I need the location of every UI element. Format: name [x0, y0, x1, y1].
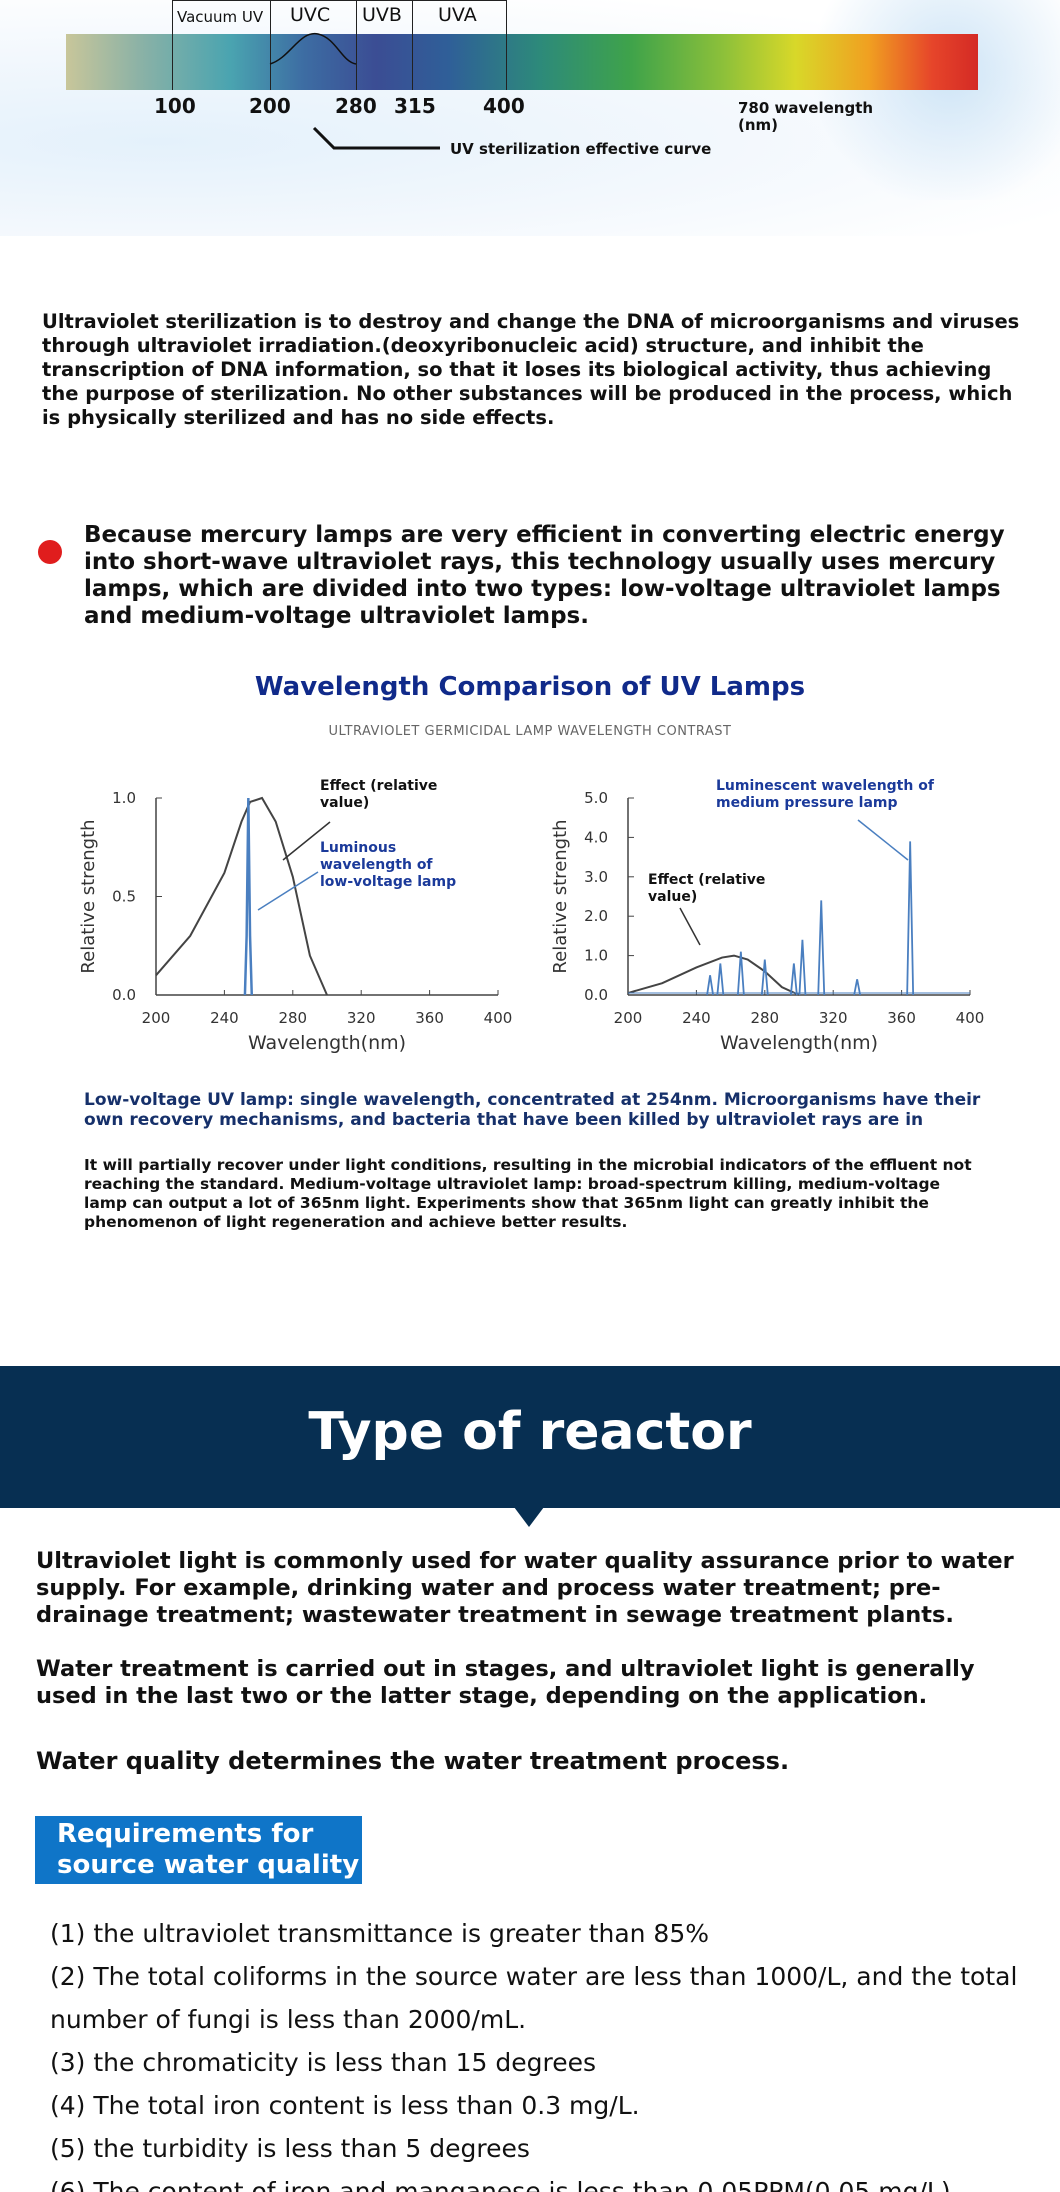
reactor-paragraph-2: Water treatment is carried out in stages… [36, 1656, 975, 1709]
medium-voltage-note: It will partially recover under light co… [84, 1156, 972, 1231]
list-item: (1) the ultraviolet transmittance is gre… [50, 1919, 709, 1948]
list-item: (4) The total iron content is less than … [50, 2091, 640, 2120]
x-tick-label: 280 [750, 1009, 779, 1027]
x-tick-label: 240 [682, 1009, 711, 1027]
x-axis-label: Wavelength(nm) [248, 1032, 406, 1054]
reactor-title: Type of reactor [308, 1402, 752, 1462]
annotation-emission: Luminescent wavelength of medium pressure… [716, 778, 935, 811]
spectrum-end-label: 780 wavelength (nm) [738, 99, 874, 134]
uv-spectrum-section: Vacuum UV UVC UVB UVA 100 200 280 315 40… [0, 0, 1060, 236]
emission-peak [817, 900, 826, 996]
y-axis-label: Relative strength [78, 819, 99, 973]
band-divider [270, 0, 271, 90]
bullet-paragraph: Because mercury lamps are very efficient… [84, 522, 1005, 629]
y-tick-label: 5.0 [584, 789, 608, 807]
band-divider [412, 0, 413, 90]
y-tick-label: 1.0 [584, 947, 608, 965]
band-top-line [172, 0, 506, 1]
x-tick-label: 280 [278, 1009, 307, 1027]
reactor-paragraph-3: Water quality determines the water treat… [36, 1747, 790, 1775]
x-tick-label: 240 [210, 1009, 239, 1027]
spectrum-tick: 280 [335, 94, 377, 118]
annotation-arrow [282, 821, 331, 861]
x-tick-label: 400 [484, 1009, 513, 1027]
y-tick-label: 2.0 [584, 907, 608, 925]
emission-peak [716, 963, 725, 996]
y-tick-label: 3.0 [584, 868, 608, 886]
y-tick-label: 1.0 [112, 789, 136, 807]
effect-curve [627, 954, 800, 996]
comparison-subtitle: ULTRAVIOLET GERMICIDAL LAMP WAVELENGTH C… [328, 724, 732, 739]
requirements-list: (1) the ultraviolet transmittance is gre… [50, 1912, 1020, 2192]
x-tick-label: 200 [142, 1009, 171, 1027]
banner-notch [514, 1507, 544, 1527]
emission-peak [706, 975, 714, 996]
annotation-effect: Effect (relative value) [320, 778, 437, 811]
spectrum-tick: 100 [154, 94, 196, 118]
y-tick-label: 4.0 [584, 828, 608, 846]
spectrum-tick: 400 [483, 94, 525, 118]
x-axis-label: Wavelength(nm) [720, 1032, 878, 1054]
spectrum-bar [66, 34, 978, 90]
emission-peak [906, 841, 915, 996]
reactor-paragraph-1: Ultraviolet light is commonly used for w… [36, 1548, 1014, 1628]
curve-label: UV sterilization effective curve [450, 140, 712, 158]
uvc-effect-curve [269, 33, 440, 150]
spectrum-tick: 315 [394, 94, 436, 118]
band-label-uva: UVA [438, 4, 477, 26]
effect-curve [155, 796, 328, 996]
annotation-arrow [679, 907, 701, 946]
emission-peak [789, 963, 798, 996]
list-item: (3) the chromaticity is less than 15 deg… [50, 2048, 596, 2077]
y-axis-label: Relative strength [550, 819, 571, 973]
x-tick-label: 320 [347, 1009, 376, 1027]
band-label-vacuum-uv: Vacuum UV [177, 8, 264, 26]
emission-peak [853, 979, 862, 996]
intro-paragraph: Ultraviolet sterilization is to destroy … [42, 310, 1020, 429]
x-tick-label: 320 [819, 1009, 848, 1027]
list-item: (6) The content of iron and manganese is… [50, 2177, 959, 2192]
background-sheen [800, 0, 1060, 200]
y-tick-label: 0.0 [584, 986, 608, 1004]
band-divider [356, 0, 357, 90]
band-label-uvb: UVB [362, 4, 402, 26]
y-tick-label: 0.5 [112, 888, 136, 906]
wavelength-charts: 200 240 280 320 360 400 0.0 0.5 1.0 Wavelength(nm… [78, 778, 985, 1054]
reactor-banner [0, 1366, 1060, 1508]
emission-line [243, 797, 254, 996]
low-voltage-note: Low-voltage UV lamp: single wavelength, … [84, 1090, 981, 1130]
list-item: (5) the turbidity is less than 5 degrees [50, 2134, 530, 2163]
requirements-title-box: Requirements for source water quality [35, 1816, 362, 1884]
x-tick-label: 360 [415, 1009, 444, 1027]
annotation-arrow [257, 871, 319, 911]
bullet-dot-icon [38, 540, 62, 564]
emission-peak [760, 959, 769, 996]
annotation-emission: Luminous wavelength of low-voltage lamp [320, 840, 456, 890]
emission-peak [798, 939, 807, 996]
band-label-uvc: UVC [290, 4, 331, 26]
y-tick-label: 0.0 [112, 986, 136, 1004]
annotation-effect: Effect (relative value) [648, 872, 765, 905]
emission-peak [736, 951, 745, 996]
band-divider [506, 0, 507, 90]
list-item: (2) The total coliforms in the source wa… [50, 1962, 1018, 2034]
x-tick-label: 200 [614, 1009, 643, 1027]
x-tick-label: 360 [887, 1009, 916, 1027]
x-tick-label: 400 [956, 1009, 985, 1027]
comparison-title: Wavelength Comparison of UV Lamps [254, 672, 806, 702]
annotation-arrow [857, 819, 909, 861]
spectrum-tick: 200 [249, 94, 291, 118]
band-divider [172, 0, 173, 90]
